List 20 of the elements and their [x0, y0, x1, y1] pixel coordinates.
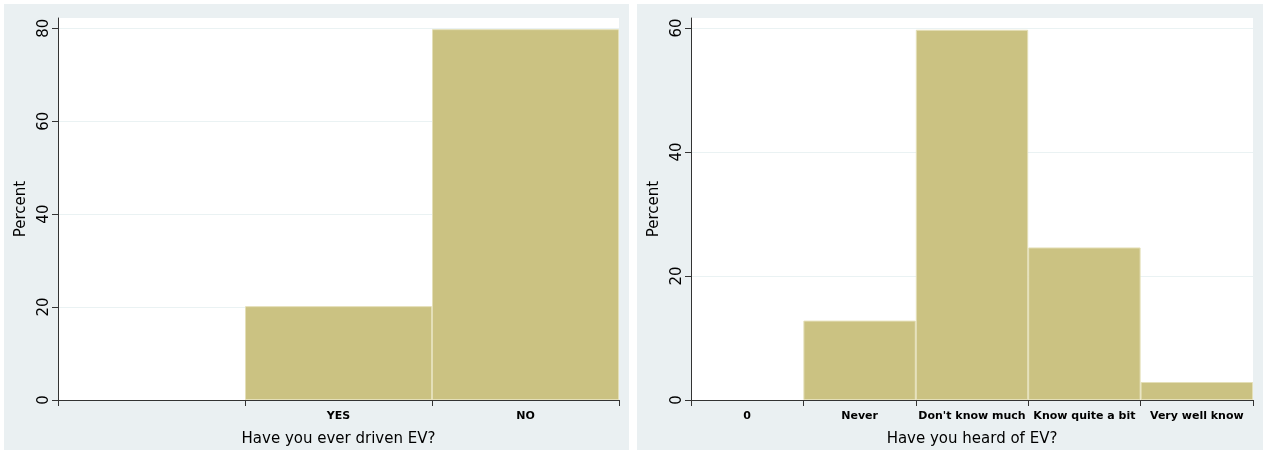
y-tick-label: 20	[666, 266, 685, 286]
x-tick-label: 0	[743, 409, 752, 422]
x-tick-label: Don't know much	[918, 409, 1026, 422]
x-tick-label: NO	[516, 409, 535, 422]
x-axis-title: Have you ever driven EV?	[241, 428, 436, 447]
y-tick-label: 80	[33, 18, 52, 38]
x-tick-label: Never	[841, 409, 879, 422]
x-tick-label: Know quite a bit	[1033, 409, 1136, 422]
y-tick-label: 40	[666, 142, 685, 162]
y-tick-label: 20	[33, 297, 52, 317]
y-tick-label: 0	[33, 395, 52, 405]
x-tick-label: YES	[325, 409, 351, 422]
x-tick-label: Very well know	[1149, 409, 1244, 422]
y-axis-title: Percent	[10, 180, 29, 238]
y-tick-label: 40	[33, 204, 52, 224]
y-tick-label: 60	[666, 18, 685, 38]
y-axis-title: Percent	[643, 180, 662, 238]
y-tick-label: 60	[33, 111, 52, 131]
y-tick-label: 0	[666, 395, 685, 405]
x-axis-title: Have you heard of EV?	[886, 428, 1058, 447]
